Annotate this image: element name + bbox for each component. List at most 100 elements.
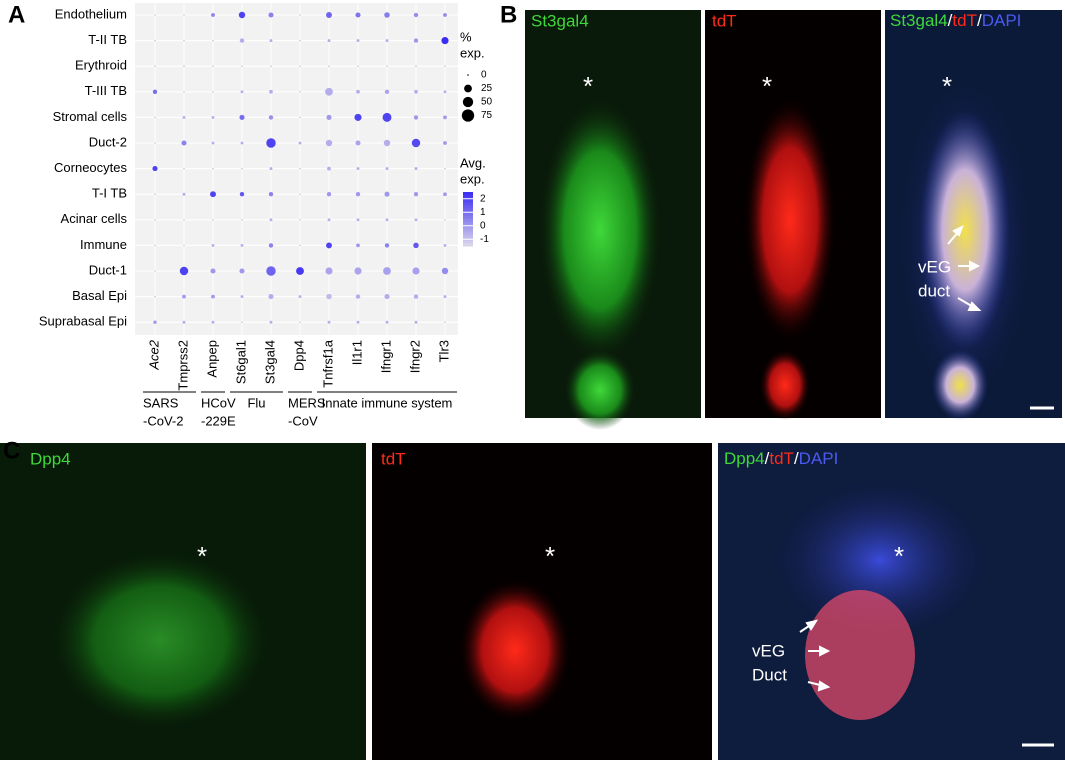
dot bbox=[328, 65, 330, 67]
dot bbox=[444, 321, 446, 324]
colorbar-label: 1 bbox=[480, 207, 486, 218]
dot bbox=[239, 268, 245, 274]
star: * bbox=[762, 71, 772, 101]
dot bbox=[325, 87, 333, 96]
dot bbox=[412, 267, 420, 275]
colorbar-label: 2 bbox=[480, 193, 486, 204]
dot bbox=[414, 218, 418, 222]
dot bbox=[443, 141, 447, 145]
dot bbox=[211, 243, 215, 247]
colorbar-segment bbox=[463, 221, 473, 225]
dot bbox=[296, 267, 304, 275]
colorbar-label: -1 bbox=[480, 234, 489, 245]
dot bbox=[385, 218, 389, 222]
merge-part: tdT bbox=[769, 449, 794, 468]
dot bbox=[268, 192, 274, 197]
merge-part: / bbox=[948, 11, 953, 30]
column-label: Ifngr1 bbox=[378, 340, 393, 373]
dot bbox=[444, 219, 446, 221]
dot bbox=[181, 140, 187, 146]
dot bbox=[327, 218, 331, 222]
dot bbox=[325, 139, 333, 147]
dot bbox=[152, 166, 158, 172]
row-label: Suprabasal Epi bbox=[39, 314, 127, 329]
dot bbox=[154, 65, 156, 67]
colorbar-segment bbox=[463, 243, 473, 247]
dot bbox=[299, 116, 301, 119]
dot bbox=[443, 13, 447, 17]
dot bbox=[240, 295, 244, 299]
colorbar-label: 0 bbox=[480, 220, 486, 231]
dot bbox=[210, 191, 216, 198]
row-label: T-III TB bbox=[85, 83, 127, 98]
dot bbox=[183, 219, 185, 221]
dot bbox=[211, 320, 215, 324]
legend-title: exp. bbox=[460, 45, 485, 60]
star: * bbox=[197, 541, 207, 571]
merge-part: / bbox=[794, 449, 799, 468]
dot bbox=[240, 141, 244, 145]
dot bbox=[356, 320, 360, 324]
dot bbox=[382, 112, 392, 122]
dot bbox=[384, 191, 390, 197]
merge-part: tdT bbox=[952, 11, 977, 30]
dot bbox=[299, 219, 301, 221]
star: * bbox=[583, 71, 593, 101]
dot bbox=[154, 270, 156, 272]
row-label: T-I TB bbox=[92, 186, 127, 201]
column-label: Ifngr2 bbox=[407, 340, 422, 373]
dot bbox=[441, 37, 449, 45]
colorbar-segment bbox=[463, 240, 473, 244]
colorbar-segment bbox=[463, 229, 473, 233]
dot bbox=[356, 39, 360, 43]
dot bbox=[327, 166, 331, 171]
dot bbox=[325, 267, 333, 275]
dot bbox=[211, 13, 215, 17]
legend-label: 75 bbox=[481, 110, 493, 121]
dot bbox=[413, 192, 419, 197]
dot bbox=[182, 192, 186, 196]
dot bbox=[413, 115, 419, 120]
dot bbox=[154, 142, 156, 144]
dot bbox=[414, 320, 418, 324]
dot bbox=[299, 167, 301, 170]
dot bbox=[384, 243, 390, 248]
dot bbox=[183, 91, 185, 93]
dot bbox=[298, 295, 302, 299]
dot bbox=[268, 294, 274, 300]
dot bbox=[413, 38, 419, 43]
column-label: Tnfrsf1a bbox=[320, 339, 335, 387]
group-label: SARS bbox=[143, 395, 179, 410]
merge-part: DAPI bbox=[982, 11, 1022, 30]
dot bbox=[385, 39, 389, 43]
group-label: Flu bbox=[247, 395, 265, 410]
colorbar-segment bbox=[463, 213, 473, 217]
dot bbox=[326, 192, 332, 197]
dot bbox=[299, 39, 301, 42]
dot bbox=[241, 65, 243, 67]
panel-b-images bbox=[525, 10, 1062, 430]
dot bbox=[240, 90, 244, 94]
dot bbox=[269, 218, 273, 222]
group-label: MERS bbox=[288, 395, 326, 410]
dot bbox=[413, 294, 419, 299]
dot bbox=[413, 242, 419, 249]
dot bbox=[354, 113, 362, 121]
dot bbox=[355, 12, 361, 18]
dot bbox=[414, 89, 418, 94]
colorbar-segment bbox=[463, 208, 473, 212]
colorbar-segment bbox=[463, 192, 473, 196]
dot bbox=[326, 114, 332, 120]
colorbar-segment bbox=[463, 235, 473, 239]
dot bbox=[299, 65, 301, 67]
dot bbox=[356, 167, 360, 171]
colorbar-segment bbox=[463, 205, 473, 209]
dot bbox=[239, 114, 245, 120]
dot bbox=[326, 293, 332, 300]
dot bbox=[241, 321, 243, 324]
dot bbox=[241, 167, 243, 170]
dot bbox=[212, 91, 214, 93]
row-label: Stromal cells bbox=[53, 109, 128, 124]
panel-label: C bbox=[3, 437, 20, 464]
image-signal bbox=[760, 350, 810, 420]
